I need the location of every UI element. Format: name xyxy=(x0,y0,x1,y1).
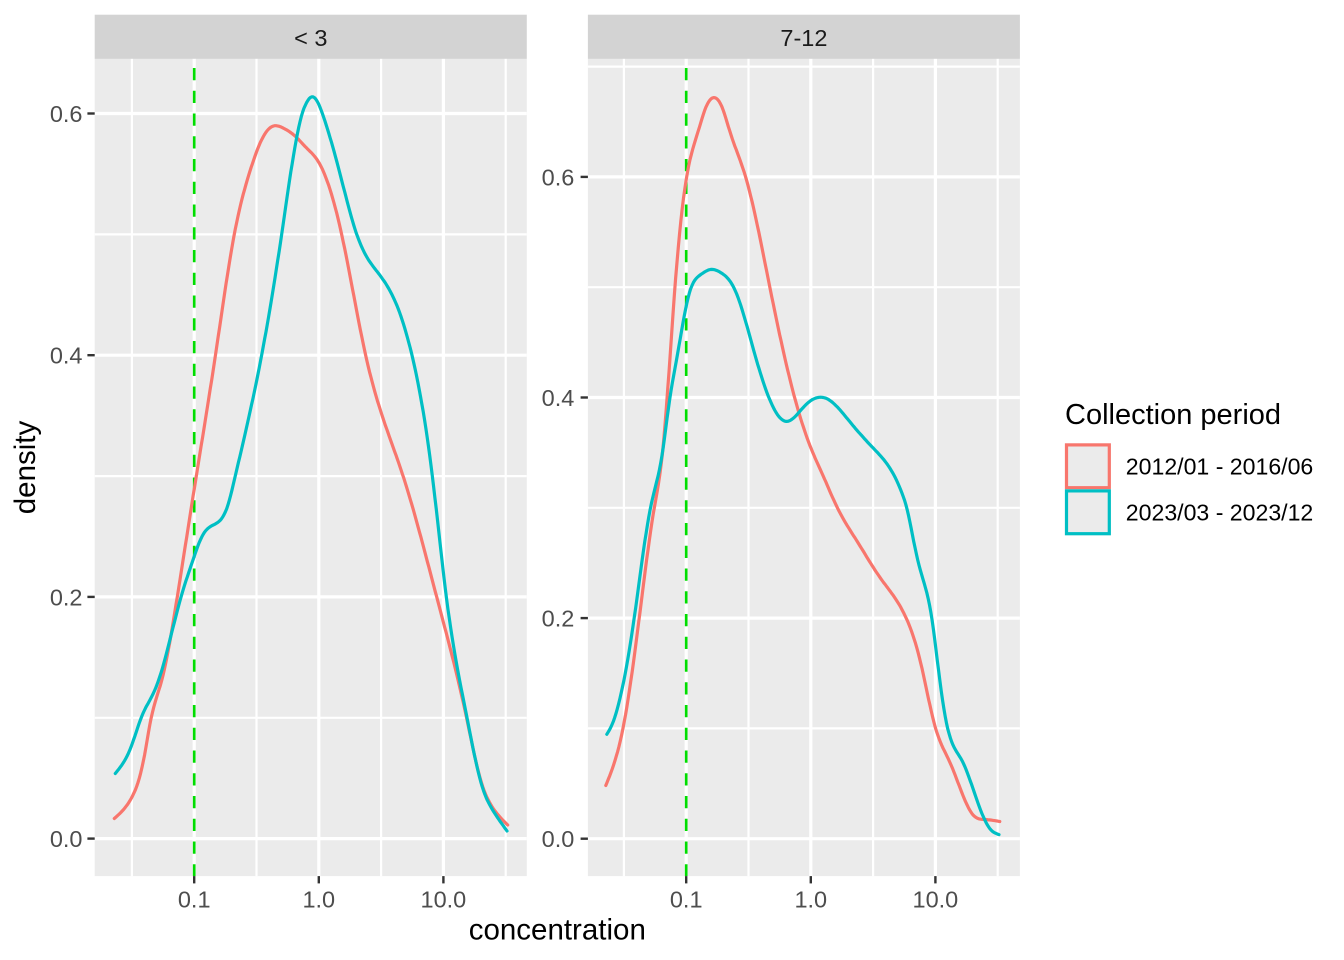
svg-text:Collection period: Collection period xyxy=(1065,399,1281,431)
svg-text:2023/03 - 2023/12: 2023/03 - 2023/12 xyxy=(1126,500,1313,526)
svg-text:0.0: 0.0 xyxy=(542,826,575,852)
svg-text:10.0: 10.0 xyxy=(913,887,959,913)
svg-text:10.0: 10.0 xyxy=(421,887,467,913)
svg-text:7-12: 7-12 xyxy=(780,25,827,51)
svg-text:0.6: 0.6 xyxy=(542,164,575,190)
svg-text:0.4: 0.4 xyxy=(50,343,83,369)
svg-text:0.4: 0.4 xyxy=(542,385,575,411)
svg-text:2012/01 - 2016/06: 2012/01 - 2016/06 xyxy=(1126,454,1313,480)
svg-text:0.6: 0.6 xyxy=(50,101,83,127)
svg-text:1.0: 1.0 xyxy=(302,887,335,913)
svg-text:density: density xyxy=(9,421,42,515)
svg-text:0.1: 0.1 xyxy=(670,887,703,913)
svg-text:0.2: 0.2 xyxy=(542,606,575,632)
svg-text:1.0: 1.0 xyxy=(794,887,827,913)
svg-text:concentration: concentration xyxy=(469,914,646,947)
svg-text:< 3: < 3 xyxy=(294,25,327,51)
svg-text:0.0: 0.0 xyxy=(50,826,83,852)
svg-text:0.1: 0.1 xyxy=(178,887,211,913)
svg-text:0.2: 0.2 xyxy=(50,584,83,610)
